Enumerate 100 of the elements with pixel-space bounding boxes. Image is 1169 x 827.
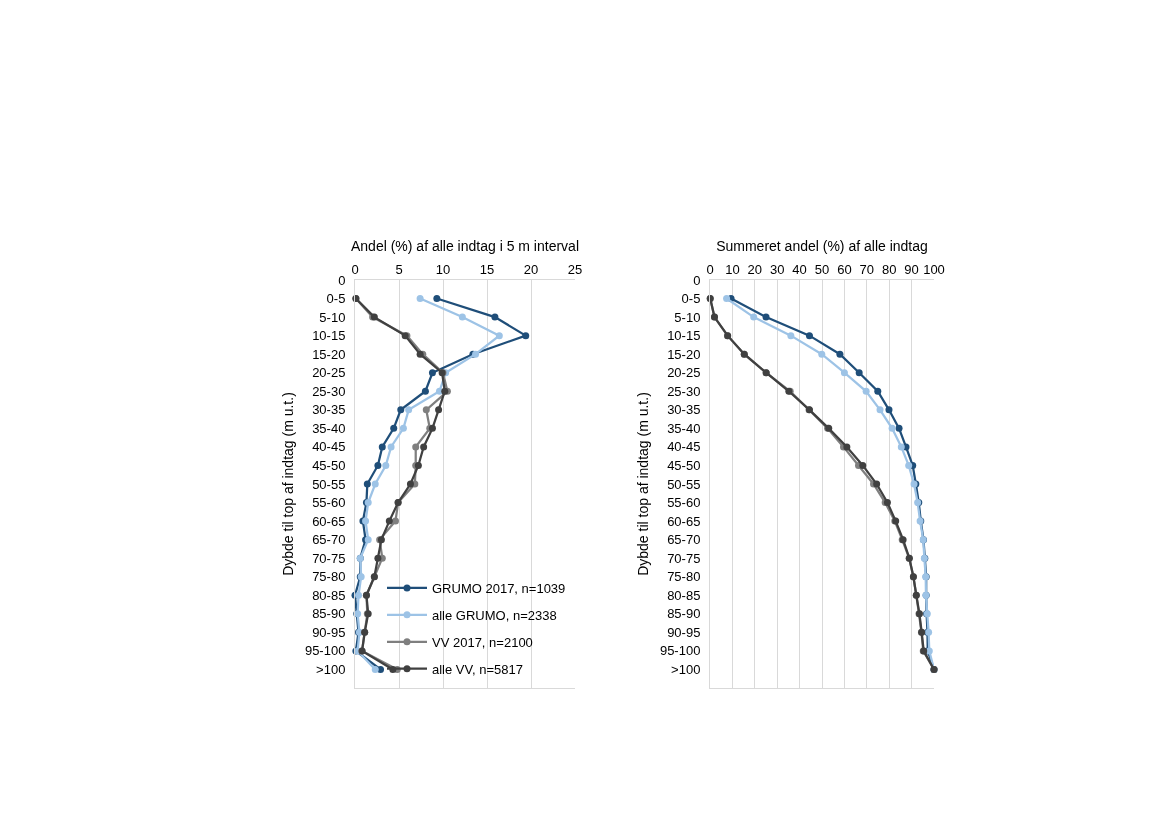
x-tick-label: 100 [923, 261, 945, 277]
point [406, 480, 414, 488]
x-tick-label: 20 [523, 261, 539, 277]
point [428, 369, 436, 377]
x-tick-label: 70 [859, 261, 875, 277]
point [378, 443, 386, 451]
y-tick-label: 50-55 [667, 476, 701, 492]
y-tick-label: >100 [316, 662, 346, 677]
x-axis-title: Summeret andel (%) af alle indtag [716, 238, 928, 255]
y-tick-label: 25-30 [312, 383, 346, 399]
y-tick-label: 20-25 [312, 365, 346, 381]
x-tick-label: 25 [567, 261, 583, 277]
point [433, 295, 441, 303]
y-tick-label: 40-45 [312, 439, 346, 455]
y-tick-label: 60-65 [312, 513, 346, 529]
point [405, 406, 413, 414]
y-tick-label: 60-65 [667, 513, 701, 529]
point [855, 369, 863, 377]
y-tick-label: 30-35 [312, 402, 346, 418]
x-tick-label: 0 [706, 261, 714, 277]
x-tick-label: 30 [769, 261, 785, 277]
y-tick-label: 65-70 [312, 532, 346, 548]
y-tick-label: 75-80 [667, 569, 701, 585]
point [363, 480, 371, 488]
x-tick-label: 90 [904, 261, 919, 277]
point [420, 443, 428, 451]
y-tick-label: 40-45 [667, 439, 701, 455]
point [416, 295, 424, 303]
point [421, 387, 429, 395]
y-tick-label: 5-10 [319, 309, 346, 325]
y-tick-label: 25-30 [667, 383, 701, 399]
x-tick-label: 20 [747, 261, 763, 277]
point [840, 369, 848, 377]
point [399, 424, 407, 432]
point [391, 517, 399, 525]
y-tick-label: 0-5 [681, 291, 701, 307]
y-tick-label: 90-95 [312, 624, 346, 640]
point [355, 591, 363, 599]
point [385, 517, 393, 525]
y-tick-label: 70-75 [667, 550, 701, 566]
x-tick-label: 50 [814, 261, 830, 277]
y-tick-label: 20-25 [667, 365, 701, 381]
y-tick-label: 15-20 [312, 346, 346, 362]
point [888, 424, 896, 432]
x-tick-label: 80 [881, 261, 897, 277]
point [390, 424, 398, 432]
y-axis-title: Dybde til top af indtag (m u.t.) [634, 392, 651, 576]
x-tick-label: 0 [351, 261, 359, 277]
y-tick-label: 50-55 [312, 476, 346, 492]
x-axis-title: Andel (%) af alle indtag i 5 m interval [351, 238, 579, 255]
point [435, 406, 443, 414]
point [422, 406, 430, 414]
point [382, 461, 390, 469]
point [397, 406, 405, 414]
x-tick-label: 10 [435, 261, 451, 277]
y-tick-label: 75-80 [312, 569, 346, 585]
x-tick-label: 5 [395, 261, 403, 277]
y-tick-label: 15-20 [667, 346, 701, 362]
y-tick-label: 55-60 [667, 495, 701, 511]
y-tick-label: 85-90 [312, 606, 346, 622]
point [387, 443, 395, 451]
y-tick-label: 10-15 [667, 328, 701, 344]
point [412, 443, 420, 451]
legend-label: alle GRUMO, n=2338 [432, 607, 557, 623]
point [458, 313, 466, 321]
point [762, 313, 770, 321]
y-tick-label: 0 [693, 272, 701, 288]
x-tick-label: 10 [725, 261, 740, 277]
y-axis-title: Dybde til top af indtag (m u.t.) [279, 392, 296, 576]
point [859, 461, 867, 469]
point [750, 313, 758, 321]
point [876, 406, 884, 414]
y-tick-label: 70-75 [312, 550, 346, 566]
point [491, 313, 499, 321]
y-tick-label: 5-10 [674, 309, 701, 325]
point [522, 332, 530, 340]
point [873, 480, 881, 488]
y-tick-label: 35-40 [667, 420, 701, 436]
point [885, 406, 893, 414]
y-tick-label: 95-100 [304, 643, 346, 659]
point [787, 332, 795, 340]
y-tick-label: 55-60 [312, 495, 346, 511]
y-tick-label: 80-85 [312, 587, 346, 603]
y-tick-label: 95-100 [659, 643, 701, 659]
x-tick-label: 15 [479, 261, 495, 277]
y-tick-label: 0-5 [326, 291, 346, 307]
y-tick-label: 65-70 [667, 532, 701, 548]
point [818, 350, 826, 358]
point [371, 665, 379, 673]
point [862, 387, 870, 395]
y-tick-label: 35-40 [312, 420, 346, 436]
y-tick-label: 80-85 [667, 587, 701, 603]
y-tick-label: >100 [671, 662, 701, 677]
y-tick-label: 90-95 [667, 624, 701, 640]
x-tick-label: 40 [792, 261, 807, 277]
y-tick-label: 45-50 [667, 458, 701, 473]
y-tick-label: 45-50 [312, 458, 346, 473]
point [374, 554, 382, 562]
y-tick-label: 10-15 [312, 328, 346, 344]
y-tick-label: 30-35 [667, 402, 701, 418]
